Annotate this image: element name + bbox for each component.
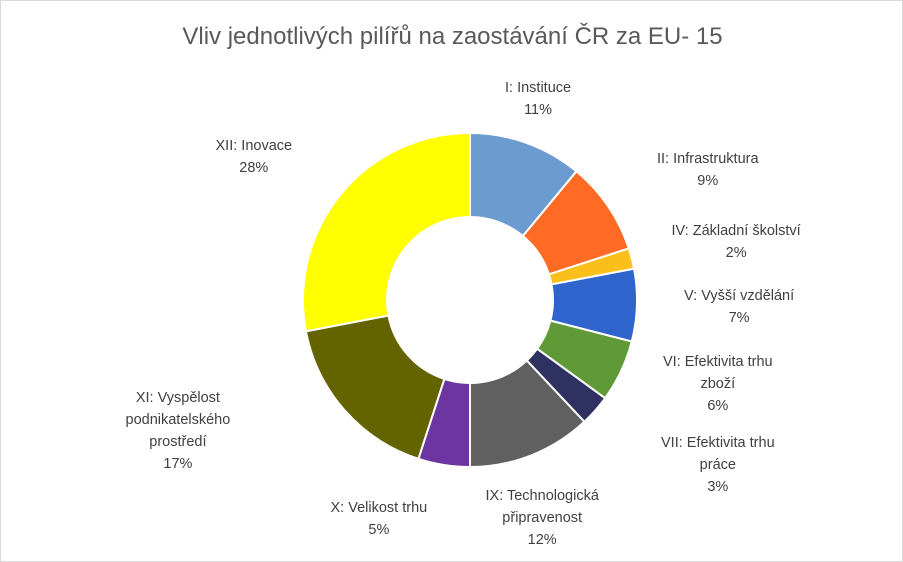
donut-slice	[304, 314, 446, 461]
data-label-percent: 12%	[527, 532, 557, 548]
data-label-percent: 2%	[725, 245, 747, 261]
data-label-line: XII: Inovace	[215, 138, 293, 154]
data-label: II: Infrastruktura 9%	[657, 148, 759, 192]
chart-title: Vliv jednotlivých pilířů na zaostávání Č…	[182, 23, 723, 50]
data-label: IV: Základní školství 2%	[672, 220, 801, 264]
data-label-percent: 17%	[163, 456, 193, 472]
data-label: VII: Efektivita trhu práce 3%	[661, 432, 775, 498]
data-label-line: práce	[699, 457, 736, 473]
data-label-line: II: Infrastruktura	[657, 151, 759, 167]
data-label: XII: Inovace 28%	[216, 135, 293, 179]
data-label-line: VII: Efektivita trhu	[661, 435, 775, 451]
data-label: VI: Efektivita trhu zboží 6%	[663, 351, 773, 417]
donut-slice	[302, 131, 471, 333]
data-label-line: VI: Efektivita trhu	[663, 354, 773, 370]
data-label-line: připravenost	[502, 510, 583, 526]
data-label: I: Instituce 11%	[505, 77, 571, 121]
data-label-line: prostředí	[149, 434, 207, 450]
data-label-line: zboží	[700, 376, 736, 392]
data-label-percent: 7%	[728, 310, 750, 326]
data-label: V: Vyšší vzdělání 7%	[684, 285, 794, 329]
data-label-line: XI: Vyspělost	[135, 390, 220, 406]
data-label: XI: Vyspělost podnikatelského prostředí 17%	[126, 387, 231, 475]
data-label: IX: Technologická připravenost 12%	[486, 485, 599, 551]
data-label-percent: 9%	[697, 173, 719, 189]
data-label-percent: 5%	[368, 522, 390, 538]
data-label-line: podnikatelského	[125, 412, 231, 428]
data-label: X: Velikost trhu 5%	[331, 497, 428, 541]
data-label-percent: 11%	[524, 102, 553, 118]
data-label-percent: 3%	[707, 479, 729, 495]
data-label-line: I: Instituce	[505, 80, 572, 96]
data-label-percent: 6%	[707, 398, 729, 414]
data-label-line: V: Vyšší vzdělání	[684, 288, 795, 304]
data-label-line: IV: Základní školství	[671, 223, 801, 239]
data-label-percent: 28%	[239, 160, 269, 176]
data-label-line: IX: Technologická	[485, 488, 599, 504]
data-label-line: X: Velikost trhu	[330, 500, 428, 516]
